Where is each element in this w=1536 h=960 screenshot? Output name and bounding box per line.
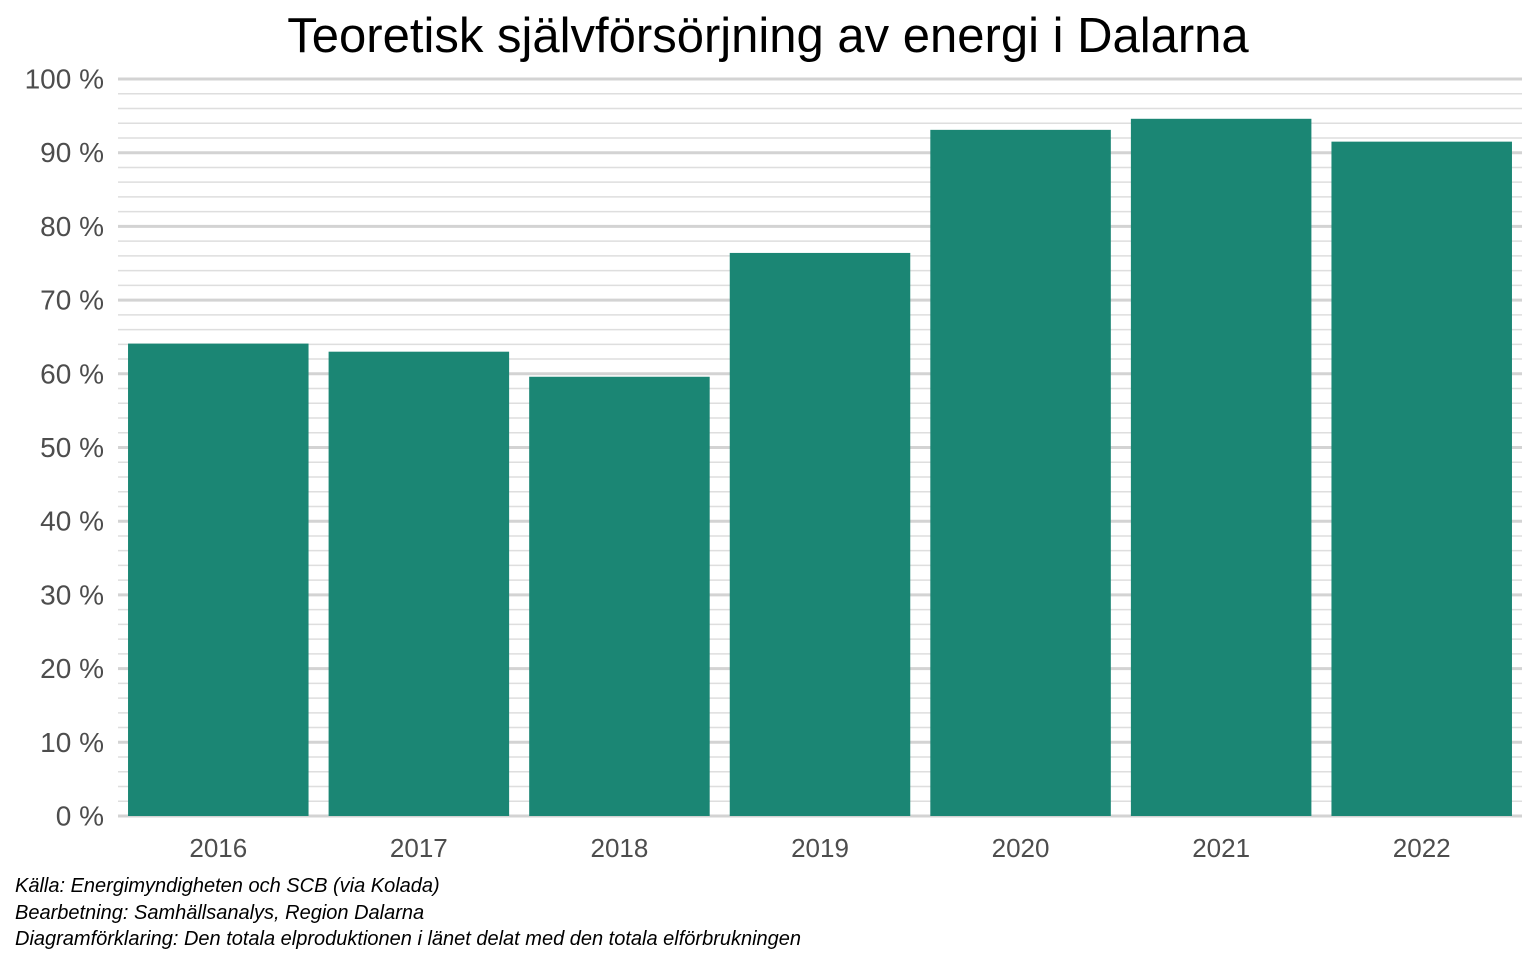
x-tick-label: 2019	[791, 833, 849, 863]
y-tick-label: 20 %	[40, 653, 104, 684]
bar-2020	[930, 129, 1111, 816]
x-tick-label: 2016	[189, 833, 247, 863]
x-axis-tick-labels: 2016 2017 2018 2019 2020 2021 2022	[189, 833, 1450, 863]
x-tick-label: 2017	[390, 833, 448, 863]
source-note: Källa: Energimyndigheten och SCB (via Ko…	[15, 875, 440, 897]
x-tick-label: 2021	[1192, 833, 1250, 863]
bar-2022	[1331, 141, 1512, 816]
bar-2021	[1130, 118, 1312, 817]
explanation-note: Diagramförklaring: Den totala elprodukti…	[15, 928, 802, 950]
y-tick-label: 50 %	[40, 432, 104, 463]
y-tick-label: 0 %	[56, 801, 104, 832]
bars	[128, 118, 1512, 817]
y-tick-label: 40 %	[40, 506, 104, 537]
bar-2018	[529, 376, 710, 816]
bar-2016	[128, 343, 309, 816]
y-tick-label: 90 %	[40, 137, 104, 168]
bar-chart: 0 % 10 % 20 % 30 % 40 % 50 % 60 % 70 % 80 % 90 % 1…	[25, 64, 1522, 863]
y-tick-label: 80 %	[40, 211, 104, 242]
x-tick-label: 2020	[992, 833, 1050, 863]
processing-note: Bearbetning: Samhällsanalys, Region Dala…	[15, 902, 425, 924]
y-tick-label: 70 %	[40, 285, 104, 316]
y-tick-label: 10 %	[40, 727, 104, 758]
x-tick-label: 2018	[591, 833, 649, 863]
chart-title: Teoretisk självförsörjning av energi i D…	[287, 9, 1249, 63]
bar-2017	[328, 351, 510, 816]
y-tick-label: 30 %	[40, 579, 104, 610]
y-axis-tick-labels: 0 % 10 % 20 % 30 % 40 % 50 % 60 % 70 % 80 % 90 % 1…	[25, 64, 104, 832]
bar-2019	[729, 252, 911, 816]
y-tick-label: 60 %	[40, 358, 104, 389]
x-tick-label: 2022	[1393, 833, 1451, 863]
y-tick-label: 100 %	[25, 64, 104, 95]
